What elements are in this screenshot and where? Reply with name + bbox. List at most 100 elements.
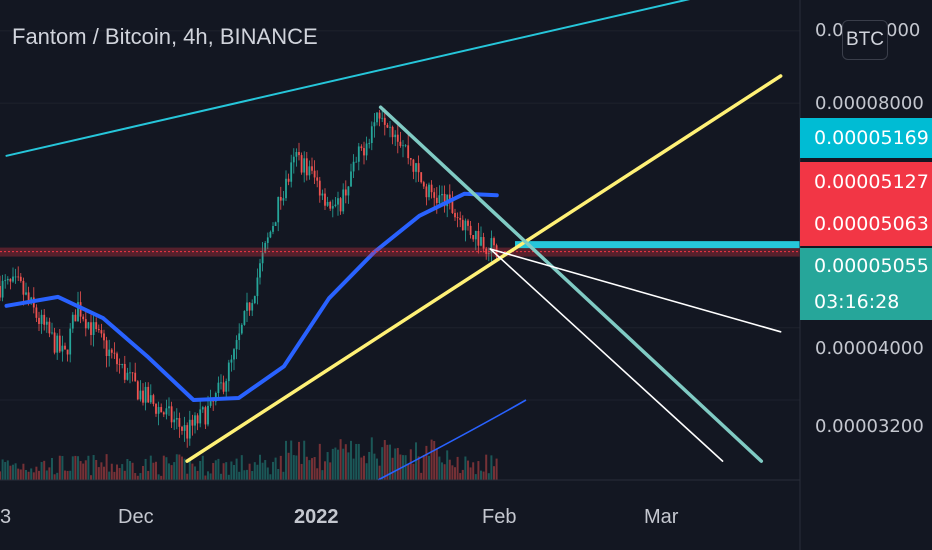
volume-bar: [201, 455, 204, 480]
volume-bar: [240, 455, 243, 480]
volume-bar: [222, 463, 225, 480]
candle-body: [162, 412, 165, 415]
volume-bar: [430, 439, 433, 480]
candle-body: [204, 407, 207, 425]
candle-body: [308, 166, 311, 176]
candle-body: [274, 222, 277, 227]
volume-bar: [235, 458, 238, 480]
candle-body: [415, 163, 417, 172]
trendlines[interactable]: [5, 0, 783, 463]
volume-bar: [74, 455, 77, 480]
volume-bar: [71, 456, 74, 480]
volume-bar: [173, 462, 176, 480]
candle-body: [402, 145, 404, 147]
volume-bar: [487, 473, 490, 480]
candle-body: [261, 252, 264, 264]
volume-bar: [474, 474, 477, 480]
volume-bar: [355, 443, 358, 480]
volume-bar: [212, 462, 215, 480]
candle-body: [136, 381, 139, 400]
volume-bar: [178, 454, 181, 480]
candle-body: [230, 359, 233, 363]
currency-button[interactable]: BTC: [842, 20, 888, 60]
volume-bar: [196, 470, 199, 480]
candle-body: [313, 170, 316, 178]
y-tick-partial-right: 000: [886, 20, 921, 41]
candle-body: [178, 418, 181, 427]
volume-ma-line: [377, 399, 527, 481]
volume-bar: [415, 442, 417, 480]
volume-bar: [131, 462, 134, 480]
candle-body: [157, 407, 160, 414]
volume-bar: [1, 459, 4, 480]
volume-bar: [290, 440, 293, 480]
candle-body: [30, 297, 33, 301]
candle-body: [298, 152, 300, 156]
volume-bar: [269, 474, 272, 480]
candle-body: [155, 403, 157, 414]
candle-body: [339, 198, 342, 212]
x-tick-label: Mar: [644, 506, 679, 528]
volume-bar: [350, 440, 352, 480]
volume-bar: [160, 475, 163, 480]
volume-bar: [149, 455, 152, 480]
volume-bar: [95, 459, 98, 480]
volume-bar: [248, 463, 251, 480]
candle-body: [53, 332, 56, 353]
price-tag-open: 0.00005063: [800, 202, 932, 246]
volume-bar: [448, 459, 451, 480]
candle-body: [134, 372, 137, 382]
candle-body: [227, 362, 230, 382]
candle-body: [316, 177, 319, 181]
volume-bar: [87, 455, 90, 480]
volume-bar: [238, 471, 241, 480]
volume-bar: [378, 465, 381, 480]
candle-body: [464, 220, 467, 231]
candle-body: [438, 195, 441, 204]
volume-bar: [305, 456, 308, 480]
volume-bar: [152, 462, 155, 480]
volume-bar: [313, 457, 316, 480]
y-tick-label: 0.00004000: [815, 338, 924, 359]
volume-bar: [441, 462, 443, 480]
candle-body: [357, 146, 360, 162]
volume-bar: [318, 443, 321, 480]
price-tag-last: 0.00005055: [800, 248, 932, 284]
candle-body: [474, 231, 477, 240]
candle-body: [269, 231, 272, 238]
candle-body: [188, 419, 191, 439]
candle-body: [19, 276, 22, 281]
volume-bar: [370, 437, 373, 480]
candle-body: [27, 292, 30, 301]
price-tag-high: 0.00005127: [800, 162, 932, 202]
candle-body: [217, 382, 220, 394]
candle-body: [77, 302, 79, 322]
candle-body: [409, 158, 412, 160]
candle-body: [467, 220, 469, 226]
volume-bar: [207, 471, 209, 480]
volume-bar: [129, 461, 131, 480]
volume-bar: [84, 460, 87, 480]
candle-body: [45, 321, 48, 325]
candle-body: [191, 419, 194, 426]
volume-bar: [381, 447, 384, 480]
candle-body: [1, 280, 4, 298]
volume-bar: [58, 455, 61, 480]
candle-body: [448, 194, 451, 199]
candle-body: [225, 381, 228, 392]
volume-bar: [311, 458, 313, 480]
candle-body: [113, 352, 116, 354]
candle-body: [168, 406, 170, 409]
candle-body: [337, 198, 339, 205]
candle-body: [342, 189, 345, 212]
volume-bar: [105, 454, 108, 480]
candle-body: [240, 324, 243, 334]
candle-body: [287, 178, 290, 182]
candle-body: [425, 186, 428, 198]
candle-body: [147, 386, 150, 403]
candle-body: [175, 418, 178, 420]
candle-body: [428, 184, 430, 198]
volume-bar: [121, 464, 124, 480]
